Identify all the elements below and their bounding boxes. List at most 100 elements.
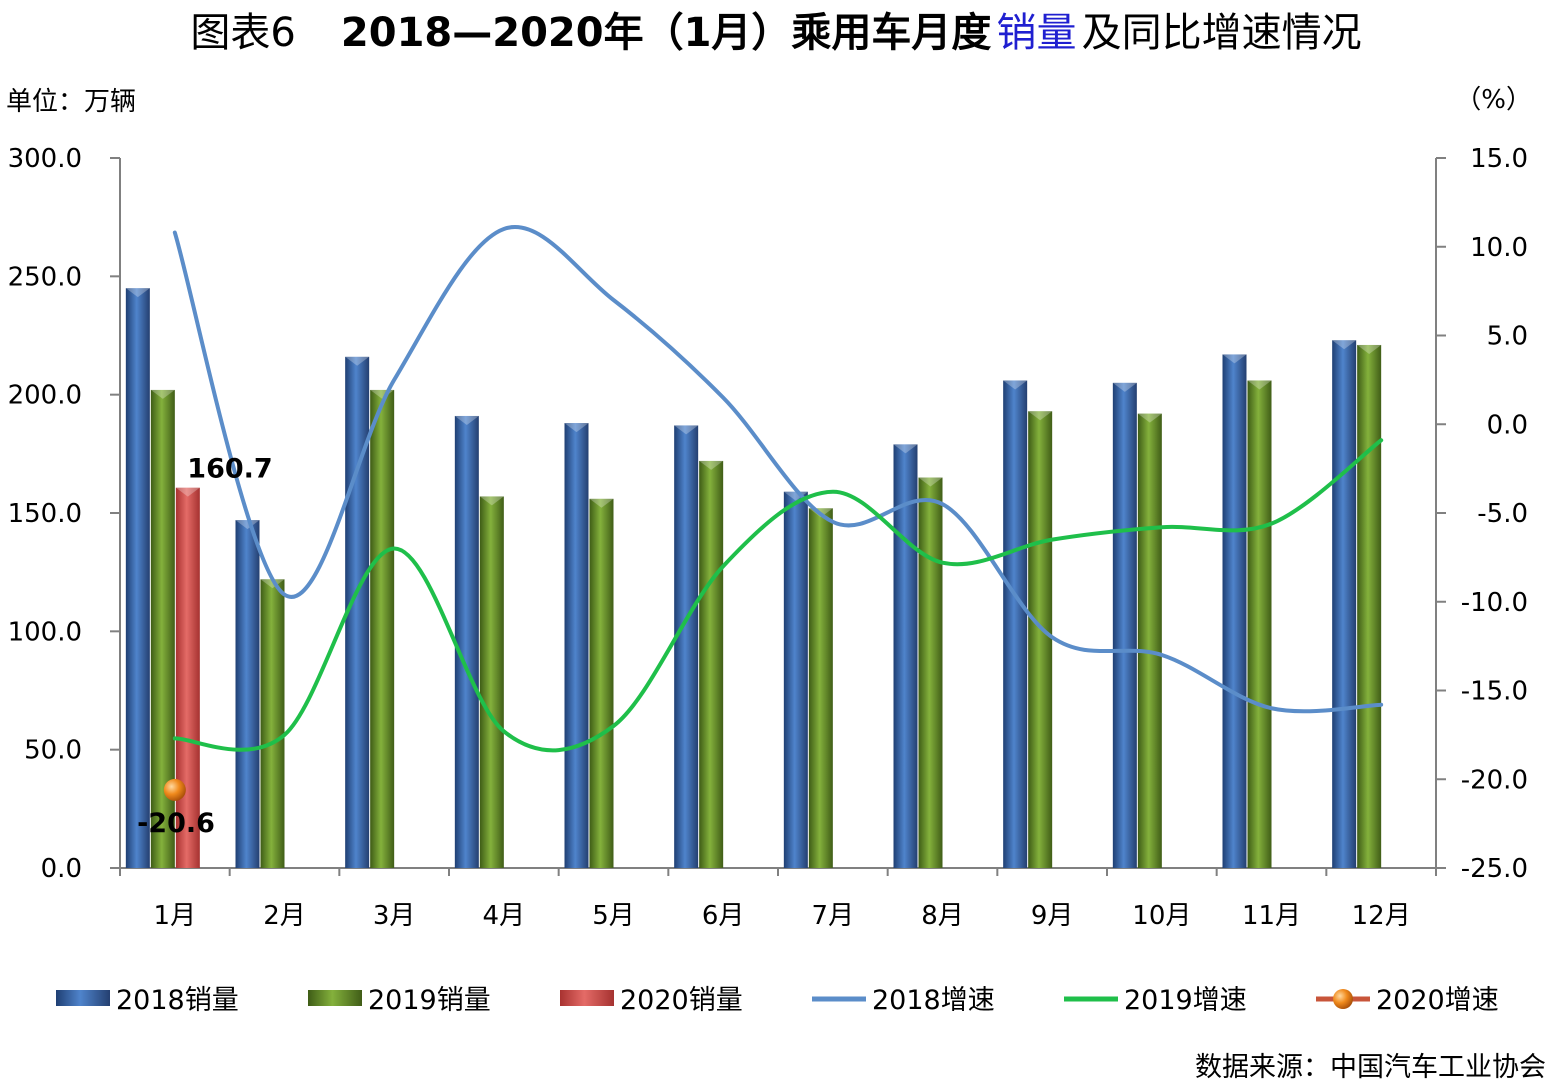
x-tick-label: 8月 (921, 901, 964, 931)
left-tick-label: 200.0 (8, 381, 82, 411)
bar-cap-2018销量 (893, 444, 918, 454)
bar-2019销量 (370, 389, 395, 868)
left-tick-label: 150.0 (8, 499, 82, 529)
x-tick-label: 4月 (483, 901, 526, 931)
bars (125, 288, 1382, 869)
right-tick-label: -20.0 (1461, 765, 1528, 795)
source-note: 数据来源：中国汽车工业协会 (1195, 1052, 1546, 1083)
legend-label: 2020增速 (1376, 985, 1499, 1016)
x-tick-label: 3月 (373, 901, 416, 931)
bar-cap-2018销量 (1003, 380, 1028, 390)
right-tick-label: -15.0 (1461, 677, 1528, 707)
left-axis-ticks: 0.0 50.0 100.0 150.0 200.0 250.0 300.0 (8, 144, 120, 884)
x-axis-ticks: 1月 2月 3月 4月 5月 6月 7月 8月 9月 10月 11月 12月 (119, 868, 1437, 931)
right-tick-label: 15.0 (1470, 144, 1528, 174)
right-tick-label: 0.0 (1487, 410, 1528, 440)
bar-cap-2018销量 (1332, 340, 1357, 350)
bar-cap-2018销量 (345, 356, 370, 366)
title-prefix: 图表6 (190, 10, 295, 56)
bar-2018销量 (783, 491, 808, 868)
legend-label: 2020销量 (620, 985, 743, 1016)
bar-cap-2019销量 (589, 498, 614, 508)
bar-2018销量 (674, 425, 699, 868)
x-tick-label: 5月 (592, 901, 635, 931)
bar-2019销量 (1247, 380, 1272, 868)
data-labels: 160.7 -20.6 (137, 454, 273, 839)
point-2020增速 (163, 778, 186, 801)
bar-cap-2018销量 (454, 415, 479, 425)
x-tick-label: 12月 (1352, 901, 1411, 931)
legend-swatch (56, 990, 110, 1006)
bar-2019销量 (918, 477, 943, 868)
legend: 2018销量 2019销量 2020销量 2018增速 2019增速 2020增速 (56, 985, 1499, 1016)
bar-2018销量 (1332, 340, 1357, 868)
bar-2018销量 (1112, 382, 1137, 868)
bar-2018销量 (893, 444, 918, 868)
bar-cap-2018销量 (1222, 354, 1247, 364)
bar-2019销量 (479, 496, 504, 868)
bar-cap-2019销量 (918, 477, 943, 487)
left-tick-label: 100.0 (8, 617, 82, 647)
x-tick-label: 7月 (812, 901, 855, 931)
chart-title: 图表6 2018—2020年（1月）乘用车月度 销量 及同比增速情况 (190, 10, 1361, 56)
left-tick-label: 300.0 (8, 144, 82, 174)
bar-2018销量 (454, 415, 479, 868)
legend-label: 2019增速 (1124, 985, 1247, 1016)
right-tick-label: -10.0 (1461, 588, 1528, 618)
bar-2019销量 (699, 460, 724, 868)
line-2018增速 (172, 225, 1384, 714)
bar-cap-2018销量 (674, 425, 699, 435)
x-tick-label: 9月 (1031, 901, 1074, 931)
legend-label: 2018增速 (872, 985, 995, 1016)
lines (163, 225, 1384, 801)
bar-cap-2019销量 (699, 460, 724, 470)
bar-2019销量 (808, 508, 833, 868)
bar-cap-2019销量 (479, 496, 504, 506)
legend-marker (1333, 989, 1353, 1009)
bar-cap-2019销量 (150, 389, 175, 399)
bar-cap-2018销量 (125, 288, 150, 298)
bar-cap-2019销量 (260, 579, 285, 589)
title-highlight: 销量 (997, 10, 1077, 56)
bar-cap-2018销量 (564, 423, 589, 433)
right-unit-label: （%） (1455, 85, 1532, 115)
right-tick-label: -5.0 (1477, 499, 1528, 529)
right-tick-label: 10.0 (1470, 233, 1528, 263)
bar-cap-2020销量 (175, 487, 200, 497)
line-2019增速 (172, 438, 1384, 753)
bar-cap-2019销量 (1137, 413, 1162, 423)
title-main: 2018—2020年（1月）乘用车月度 (341, 10, 992, 56)
left-unit-label: 单位：万辆 (6, 87, 136, 117)
bar-cap-2019销量 (1247, 380, 1272, 390)
bar-2018销量 (564, 423, 589, 868)
x-tick-label: 1月 (154, 901, 197, 931)
right-axis-ticks: -25.0 -20.0 -15.0 -10.0 -5.0 0.0 5.0 10.0 15.0 (1436, 144, 1528, 884)
bar-cap-2019销量 (1357, 344, 1382, 354)
x-tick-label: 10月 (1132, 901, 1191, 931)
bar-2019销量 (260, 579, 285, 868)
title-suffix: 及同比增速情况 (1082, 10, 1362, 56)
left-tick-label: 0.0 (41, 854, 82, 884)
bar-2020销量 (175, 487, 200, 868)
legend-label: 2018销量 (116, 985, 239, 1016)
right-tick-label: 5.0 (1487, 322, 1528, 352)
bar-2019销量 (1137, 413, 1162, 868)
x-tick-label: 2月 (263, 901, 306, 931)
x-tick-label: 11月 (1242, 901, 1301, 931)
bar-cap-2018销量 (1112, 382, 1137, 392)
bar-2019销量 (1357, 344, 1382, 868)
bar-2019销量 (1028, 411, 1053, 868)
legend-swatch (308, 990, 362, 1006)
bar-2018销量 (1222, 354, 1247, 868)
bar-2018销量 (235, 520, 260, 868)
right-tick-label: -25.0 (1461, 854, 1528, 884)
left-tick-label: 50.0 (24, 736, 82, 766)
bar-2018销量 (1003, 380, 1028, 868)
bar-cap-2019销量 (1028, 411, 1053, 421)
legend-swatch (560, 990, 614, 1006)
legend-label: 2019销量 (368, 985, 491, 1016)
data-label-2020-growth: -20.6 (137, 808, 215, 839)
data-label-2020-sales: 160.7 (187, 454, 272, 485)
bar-2019销量 (589, 498, 614, 868)
